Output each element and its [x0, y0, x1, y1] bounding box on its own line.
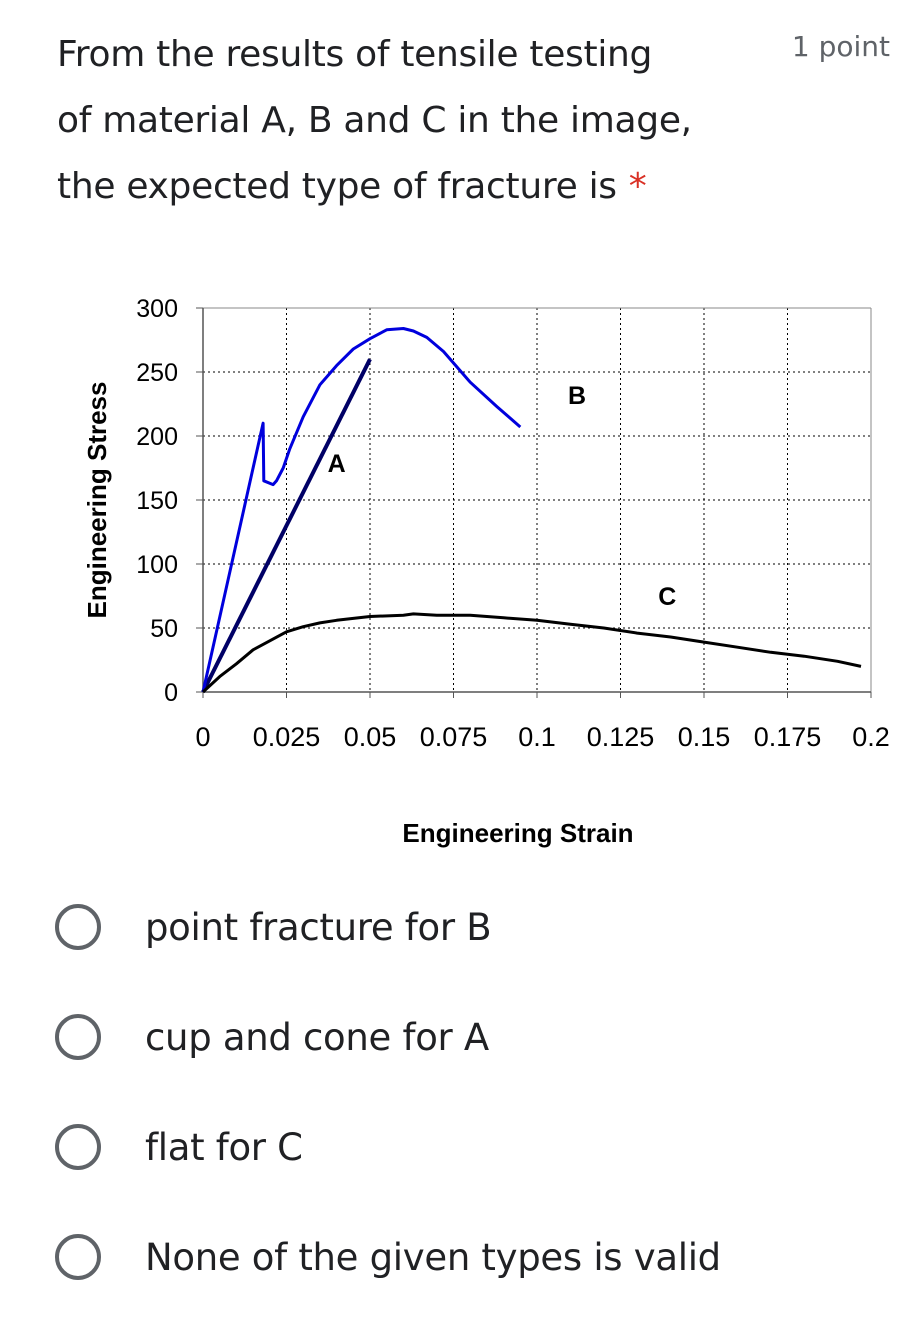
series-label: C — [658, 583, 676, 611]
x-axis-title: Engineering Strain — [402, 818, 633, 848]
required-marker: * — [628, 166, 647, 207]
series-label: A — [328, 450, 346, 478]
x-tick-label: 0.1 — [518, 722, 556, 752]
radio-button[interactable] — [55, 1124, 101, 1170]
x-tick-label: 0.2 — [852, 722, 890, 752]
x-tick-label: 0.075 — [420, 722, 488, 752]
y-axis-title: Engineering Stress — [82, 382, 112, 619]
x-tick-label: 0.175 — [754, 722, 822, 752]
series-line-b — [201, 327, 522, 693]
x-tick-label: 0.025 — [253, 722, 321, 752]
y-tick-label: 300 — [136, 295, 178, 323]
y-tick-label: 100 — [136, 551, 178, 579]
series-line-c — [201, 612, 862, 694]
option-cup-and-cone-a[interactable]: cup and cone for A — [55, 1014, 489, 1060]
series-label: B — [568, 382, 586, 410]
question-line: From the results of tensile testing — [57, 34, 653, 75]
y-tick-label: 50 — [150, 615, 178, 643]
question-line-text: the expected type of fracture is — [57, 166, 617, 207]
radio-button[interactable] — [55, 1014, 101, 1060]
radio-button[interactable] — [55, 904, 101, 950]
option-label: flat for C — [145, 1125, 303, 1169]
option-point-fracture-b[interactable]: point fracture for B — [55, 904, 492, 950]
option-label: point fracture for B — [145, 905, 492, 949]
option-label: cup and cone for A — [145, 1015, 489, 1059]
option-label: None of the given types is valid — [145, 1235, 721, 1279]
x-tick-label: 0.125 — [587, 722, 655, 752]
question-text: From the results of tensile testing of m… — [57, 22, 757, 220]
y-tick-label: 150 — [136, 487, 178, 515]
y-tick-label: 200 — [136, 423, 178, 451]
x-tick-label: 0.05 — [344, 722, 397, 752]
option-none-valid[interactable]: None of the given types is valid — [55, 1234, 721, 1280]
stress-strain-chart: 0 0.025 0.05 0.075 0.1 0.125 0.15 0.175 0.2 0 50 10… — [82, 295, 890, 848]
points-label: 1 point — [791, 30, 890, 63]
x-tick-label: 0 — [195, 722, 210, 752]
question-line: the expected type of fracture is * — [57, 154, 757, 220]
y-tick-label: 0 — [164, 679, 178, 707]
option-flat-c[interactable]: flat for C — [55, 1124, 303, 1170]
x-tick-label: 0.15 — [678, 722, 731, 752]
radio-button[interactable] — [55, 1234, 101, 1280]
y-tick-label: 250 — [136, 359, 178, 387]
question-line: of material A, B and C in the image, — [57, 100, 692, 141]
series-line-a — [201, 358, 372, 693]
